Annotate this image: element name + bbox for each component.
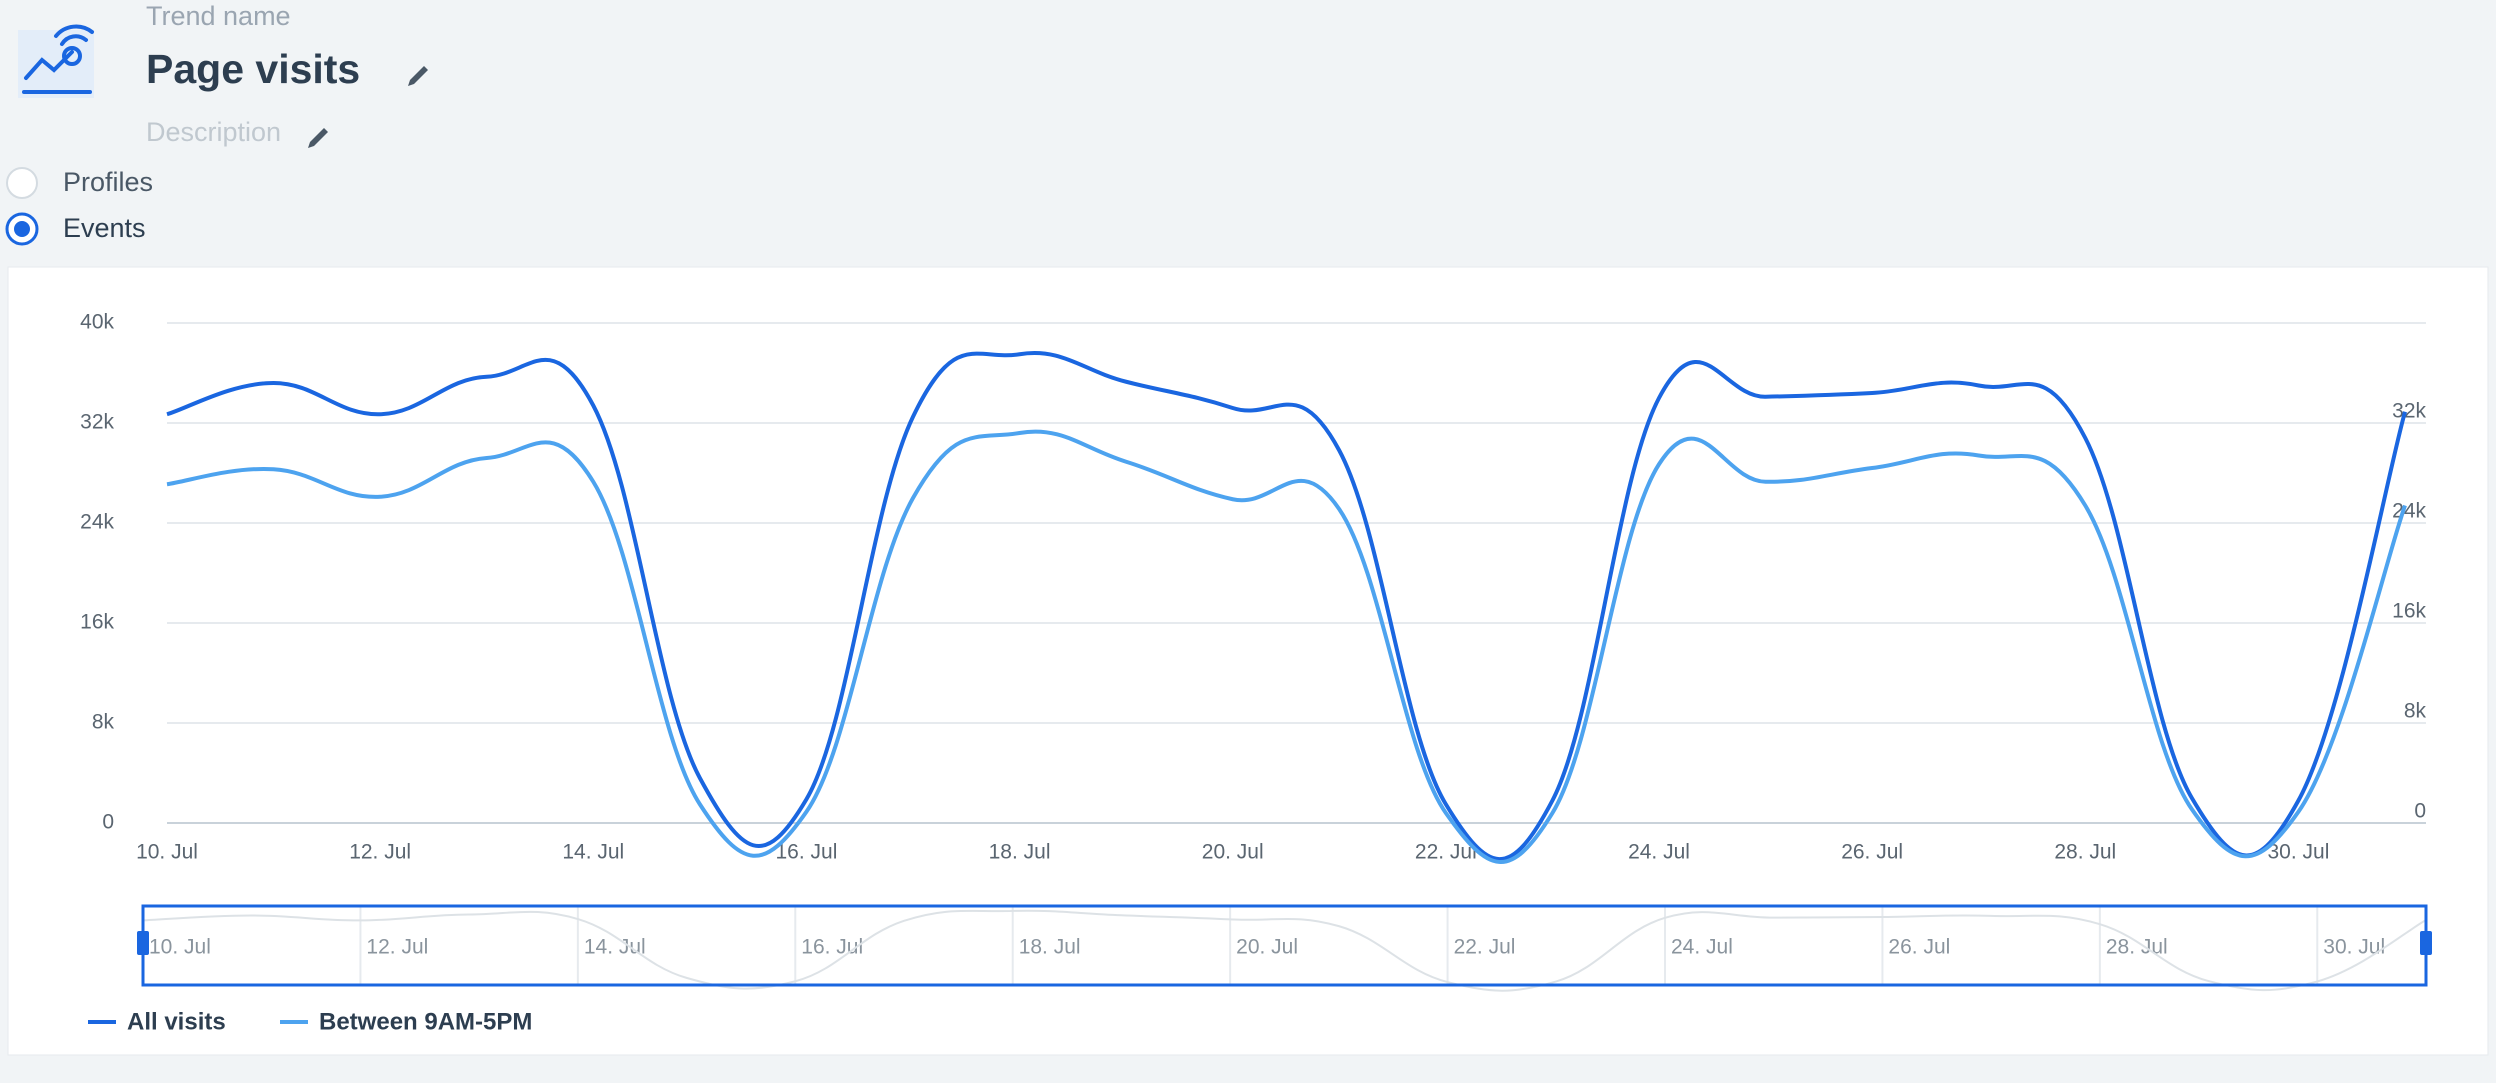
trend-name-label: Trend name (146, 1, 291, 31)
x-tick-label: 10. Jul (136, 841, 198, 864)
navigator-label: 24. Jul (1671, 936, 1733, 959)
legend-label[interactable]: All visits (127, 1008, 226, 1035)
x-tick-label: 30. Jul (2267, 841, 2329, 864)
x-tick-label: 12. Jul (349, 841, 411, 864)
y2-tick-label: 32k (2392, 400, 2426, 423)
x-tick-label: 14. Jul (562, 841, 624, 864)
radio-profiles[interactable] (6, 167, 38, 199)
navigator-label: 30. Jul (2323, 936, 2385, 959)
y-tick-label: 32k (80, 411, 114, 434)
series-line (166, 351, 2407, 861)
x-tick-label: 24. Jul (1628, 841, 1690, 864)
y-tick-label: 0 (102, 811, 114, 834)
description[interactable]: Description (146, 117, 281, 147)
radio-label[interactable]: Events (63, 213, 146, 243)
navigator-handle[interactable] (137, 931, 149, 955)
edit-description-icon[interactable] (308, 128, 328, 148)
navigator-handle[interactable] (2420, 931, 2432, 955)
y2-tick-label: 0 (2414, 800, 2426, 823)
x-tick-label: 20. Jul (1202, 841, 1264, 864)
navigator-label: 22. Jul (1454, 936, 1516, 959)
y-tick-label: 24k (80, 511, 114, 534)
navigator-label: 20. Jul (1236, 936, 1298, 959)
x-tick-label: 18. Jul (989, 841, 1051, 864)
legend-label[interactable]: Between 9AM-5PM (319, 1008, 532, 1035)
y-tick-label: 8k (92, 711, 115, 734)
edit-title-icon[interactable] (408, 66, 428, 86)
series-line (166, 429, 2407, 864)
navigator-label: 16. Jul (801, 936, 863, 959)
navigator-series (142, 909, 2427, 992)
x-tick-label: 28. Jul (2054, 841, 2116, 864)
radio-dot (14, 221, 30, 237)
navigator-label: 26. Jul (1888, 936, 1950, 959)
chart: 0 8k 16k 24k 32k 40k 0 8k 16k 24k 32k 10. Jul 12. Ju… (80, 311, 2432, 1035)
y-tick-label: 16k (80, 611, 114, 634)
navigator-label: 18. Jul (1019, 936, 1081, 959)
x-tick-label: 16. Jul (775, 841, 837, 864)
y2-tick-label: 8k (2404, 700, 2427, 723)
navigator-label: 12. Jul (366, 936, 428, 959)
trend-icon (18, 24, 94, 98)
y-tick-label: 40k (80, 311, 114, 334)
y2-tick-label: 16k (2392, 600, 2426, 623)
x-tick-label: 26. Jul (1841, 841, 1903, 864)
navigator-label: 14. Jul (584, 936, 646, 959)
y2-tick-label: 24k (2392, 500, 2426, 523)
radio-label[interactable]: Profiles (63, 167, 153, 197)
trend-title[interactable]: Page visits (146, 46, 360, 92)
chart-panel (7, 266, 2489, 1056)
navigator-label: 10. Jul (149, 936, 211, 959)
x-tick-label: 22. Jul (1415, 841, 1477, 864)
